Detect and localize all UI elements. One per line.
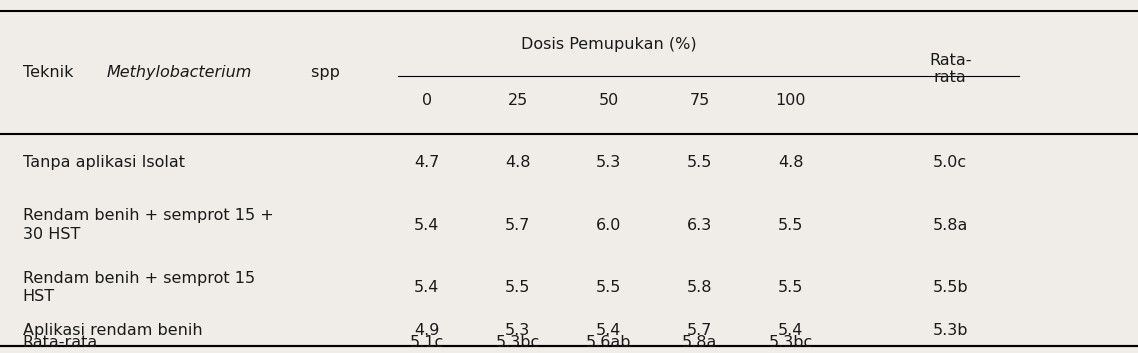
Text: 4.9: 4.9 xyxy=(414,323,439,339)
Text: Teknik: Teknik xyxy=(23,65,79,80)
Text: Rendam benih + semprot 15 +
30 HST: Rendam benih + semprot 15 + 30 HST xyxy=(23,208,273,242)
Text: spp: spp xyxy=(306,65,340,80)
Text: 5.8: 5.8 xyxy=(687,280,712,295)
Text: Dosis Pemupukan (%): Dosis Pemupukan (%) xyxy=(521,37,696,52)
Text: 5.0c: 5.0c xyxy=(933,155,967,170)
Text: 6.0: 6.0 xyxy=(596,217,621,233)
Text: 5.5: 5.5 xyxy=(778,280,803,295)
Text: 5.7: 5.7 xyxy=(687,323,712,339)
Text: 5.3: 5.3 xyxy=(596,155,621,170)
Text: 5.4: 5.4 xyxy=(414,280,439,295)
Text: Aplikasi rendam benih: Aplikasi rendam benih xyxy=(23,323,203,339)
Text: 5.8a: 5.8a xyxy=(932,217,968,233)
Text: 5.1c: 5.1c xyxy=(410,335,444,350)
Text: 50: 50 xyxy=(599,93,619,108)
Text: 5.4: 5.4 xyxy=(596,323,621,339)
Text: 5.6ab: 5.6ab xyxy=(586,335,632,350)
Text: 5.5: 5.5 xyxy=(687,155,712,170)
Text: 6.3: 6.3 xyxy=(687,217,712,233)
Text: 5.4: 5.4 xyxy=(778,323,803,339)
Text: 5.3bc: 5.3bc xyxy=(769,335,813,350)
Text: Methylobacterium: Methylobacterium xyxy=(107,65,253,80)
Text: 5.5: 5.5 xyxy=(778,217,803,233)
Text: 4.7: 4.7 xyxy=(414,155,439,170)
Text: 5.4: 5.4 xyxy=(414,217,439,233)
Text: 0: 0 xyxy=(422,93,431,108)
Text: 5.5b: 5.5b xyxy=(932,280,968,295)
Text: Tanpa aplikasi Isolat: Tanpa aplikasi Isolat xyxy=(23,155,184,170)
Text: 5.7: 5.7 xyxy=(505,217,530,233)
Text: 100: 100 xyxy=(776,93,806,108)
Text: 5.3b: 5.3b xyxy=(932,323,968,339)
Text: 5.3: 5.3 xyxy=(505,323,530,339)
Text: Rata-rata: Rata-rata xyxy=(23,335,98,350)
Text: Rata-
rata: Rata- rata xyxy=(929,53,972,85)
Text: 25: 25 xyxy=(508,93,528,108)
Text: 5.8a: 5.8a xyxy=(682,335,718,350)
Text: Rendam benih + semprot 15
HST: Rendam benih + semprot 15 HST xyxy=(23,271,255,305)
Text: 4.8: 4.8 xyxy=(505,155,530,170)
Text: 4.8: 4.8 xyxy=(778,155,803,170)
Text: 75: 75 xyxy=(690,93,710,108)
Text: 5.5: 5.5 xyxy=(505,280,530,295)
Text: 5.5: 5.5 xyxy=(596,280,621,295)
Text: 5.3bc: 5.3bc xyxy=(496,335,539,350)
